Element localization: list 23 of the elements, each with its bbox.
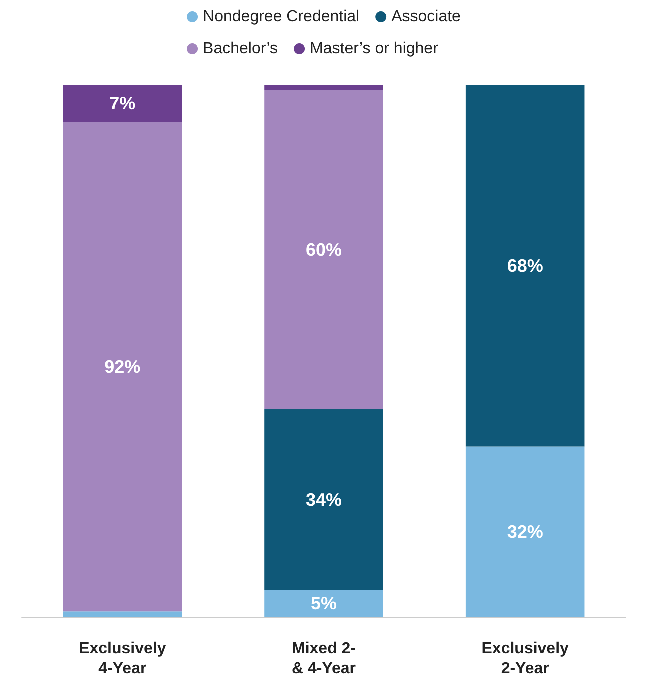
bar xyxy=(466,446,585,617)
x-tick-label: Exclusively 4-Year xyxy=(79,640,166,678)
legend-label: Associate xyxy=(392,8,462,26)
legend-label: Master’s or higher xyxy=(310,40,440,58)
x-tick-label: Exclusively 2-Year xyxy=(482,640,570,678)
data-label: 60% xyxy=(306,240,342,260)
legend-label: Bachelor’s xyxy=(203,40,278,58)
bar xyxy=(264,410,384,590)
data-label: 32% xyxy=(507,522,544,542)
bar xyxy=(63,85,182,122)
bar xyxy=(264,90,384,410)
bar xyxy=(466,85,585,447)
data-label: 68% xyxy=(507,256,544,276)
data-label: 92% xyxy=(104,356,141,377)
data-label: 7% xyxy=(110,94,136,114)
x-tick-label: Mixed 2- & 4-Year xyxy=(292,640,356,678)
legend-label: Nondegree Credential xyxy=(203,8,360,26)
data-label: 5% xyxy=(310,594,338,614)
bar xyxy=(264,85,384,90)
bar xyxy=(63,122,182,612)
bar xyxy=(63,612,182,617)
data-label: 34% xyxy=(306,490,342,510)
bar xyxy=(264,590,384,617)
